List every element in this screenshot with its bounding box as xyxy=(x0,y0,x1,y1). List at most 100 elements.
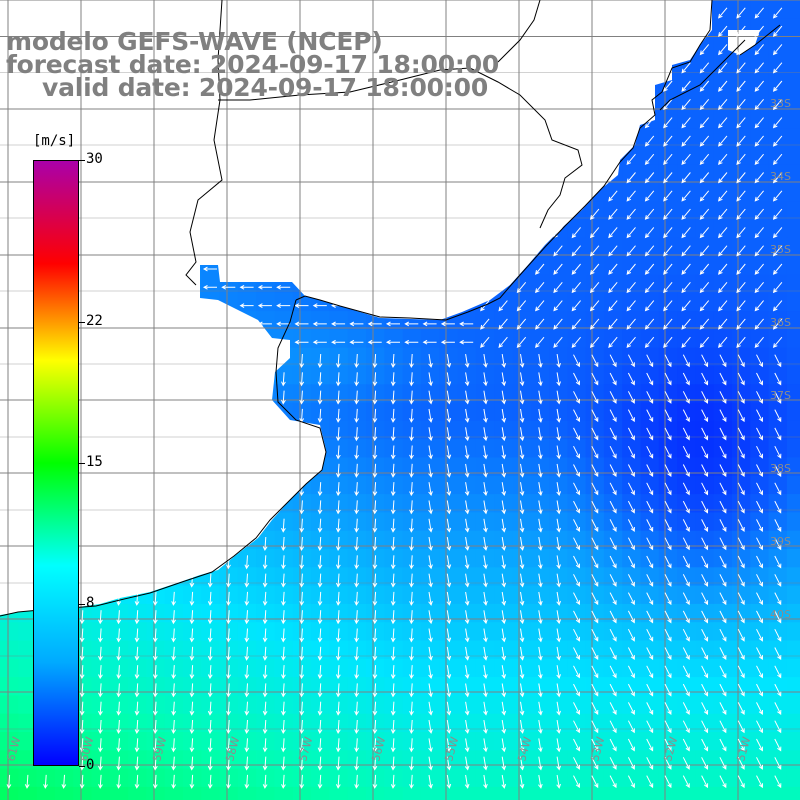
wind-speed-cell xyxy=(512,713,532,733)
wind-vector xyxy=(483,610,488,625)
wind-speed-cell xyxy=(585,237,605,257)
wind-vector xyxy=(663,117,673,129)
wind-vector xyxy=(501,683,507,698)
wind-speed-cell xyxy=(658,219,678,239)
wind-speed-cell xyxy=(622,640,642,660)
wind-speed-cell xyxy=(768,201,788,221)
wind-speed-cell xyxy=(713,567,733,587)
wind-speed-cell xyxy=(18,713,38,733)
wind-speed-cell xyxy=(622,237,642,257)
wind-speed-cell xyxy=(585,219,605,239)
wind-vector-field xyxy=(6,7,783,789)
wind-vector xyxy=(354,591,360,606)
wind-speed-cell xyxy=(732,366,751,385)
wind-vector xyxy=(372,683,378,698)
wind-speed-cell xyxy=(622,695,642,715)
wind-speed-cell xyxy=(530,622,550,642)
wind-speed-cell xyxy=(494,622,513,642)
wind-vector xyxy=(626,281,636,294)
wind-vector xyxy=(446,445,452,460)
wind-vector xyxy=(719,647,727,661)
wind-speed-cell xyxy=(695,494,715,513)
wind-vector xyxy=(207,628,213,643)
wind-vector xyxy=(573,445,580,459)
wind-vector xyxy=(627,354,635,368)
wind-vector xyxy=(317,536,323,552)
wind-speed-cell xyxy=(567,347,587,367)
wind-speed-cell xyxy=(457,732,477,751)
wind-vector xyxy=(682,537,690,551)
wind-speed-cell xyxy=(713,530,733,550)
wind-vector xyxy=(519,665,525,680)
wind-speed-cell xyxy=(567,439,587,459)
wind-vector xyxy=(774,372,782,386)
wind-vector xyxy=(335,701,341,716)
wind-vector xyxy=(535,318,545,330)
wind-speed-cell xyxy=(695,256,715,276)
wind-vector xyxy=(189,774,195,789)
wind-vector xyxy=(483,738,488,753)
wind-speed-cell xyxy=(677,768,696,788)
wind-vector xyxy=(556,463,561,478)
wind-vector xyxy=(609,720,617,734)
wind-vector xyxy=(281,665,286,680)
wind-speed-cell xyxy=(512,274,532,294)
wind-vector xyxy=(774,445,782,459)
wind-speed-cell xyxy=(311,329,330,349)
wind-vector xyxy=(501,445,507,460)
wind-vector xyxy=(390,500,396,515)
wind-vector xyxy=(556,756,561,771)
colorbar-tick-mark xyxy=(79,604,85,606)
wind-vector xyxy=(390,372,396,387)
wind-speed-cell xyxy=(622,585,642,605)
wind-speed-cell xyxy=(439,567,459,587)
wind-speed-cell xyxy=(750,311,770,330)
wind-speed-cell xyxy=(457,366,477,385)
wind-speed-cell xyxy=(786,36,800,56)
wind-vector xyxy=(681,62,691,74)
wind-vector xyxy=(483,445,488,460)
wind-vector xyxy=(464,646,470,661)
wind-speed-cell xyxy=(420,494,440,513)
wind-speed-cell xyxy=(585,420,605,440)
wind-vector xyxy=(498,336,508,349)
wind-speed-cell xyxy=(420,475,440,495)
wind-vector xyxy=(701,537,709,551)
wind-vector xyxy=(737,519,745,532)
wind-vector xyxy=(428,665,433,680)
wind-speed-cell xyxy=(549,768,568,788)
wind-speed-cell xyxy=(750,677,770,696)
wind-speed-cell xyxy=(695,183,715,202)
wind-speed-cell xyxy=(420,420,440,440)
wind-speed-cell xyxy=(786,512,800,532)
wind-speed-cell xyxy=(237,786,257,800)
wind-speed-cell xyxy=(768,658,788,678)
wind-vector xyxy=(464,482,470,497)
wind-vector xyxy=(483,518,488,533)
wind-vector xyxy=(756,738,763,752)
wind-vector xyxy=(299,774,305,789)
wind-speed-cell xyxy=(786,164,800,184)
colorbar-unit: [m/s] xyxy=(33,133,76,149)
wind-vector xyxy=(428,591,433,606)
wind-vector xyxy=(774,555,782,569)
wind-vector xyxy=(464,720,470,734)
wind-vector xyxy=(226,738,231,753)
wind-vector xyxy=(609,427,617,441)
wind-speed-cell xyxy=(585,201,605,221)
colorbar-tick-label: 8 xyxy=(86,595,95,612)
wind-speed-cell xyxy=(603,585,623,605)
wind-vector xyxy=(483,482,488,497)
wind-vector xyxy=(79,701,85,716)
wind-vector xyxy=(483,720,488,734)
wind-vector xyxy=(772,336,783,349)
wind-vector xyxy=(516,300,527,312)
wind-vector xyxy=(501,500,507,515)
wind-speed-cell xyxy=(457,567,477,587)
wind-speed-cell xyxy=(457,713,477,733)
wind-speed-cell xyxy=(622,713,642,733)
wind-vector xyxy=(573,628,580,642)
wind-vector xyxy=(646,391,654,404)
longitude-label: 60W xyxy=(77,735,96,763)
wind-vector xyxy=(701,683,709,697)
